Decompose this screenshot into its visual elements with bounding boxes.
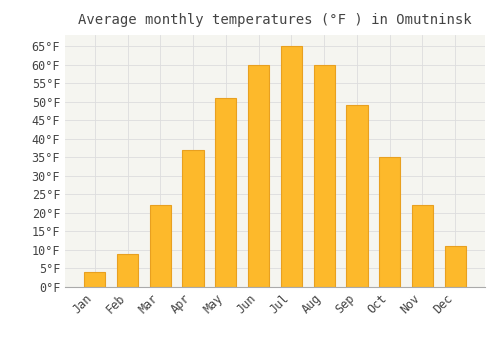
Bar [346,105,368,287]
Bar [412,205,433,287]
Bar [84,272,106,287]
Bar [182,150,204,287]
Bar [314,65,335,287]
Title: Average monthly temperatures (°F ) in Omutninsk: Average monthly temperatures (°F ) in Om… [78,13,472,27]
Bar [379,157,400,287]
Bar [280,46,302,287]
Bar [248,65,270,287]
Bar [444,246,466,287]
Bar [150,205,171,287]
Bar [117,254,138,287]
Bar [215,98,236,287]
